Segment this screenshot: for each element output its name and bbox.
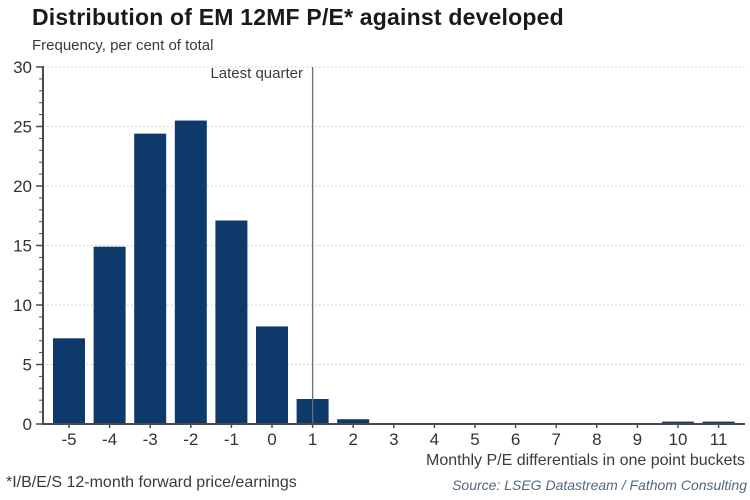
y-tick-label: 30 <box>13 58 32 77</box>
bar--5 <box>53 338 85 424</box>
x-tick-label: -1 <box>224 430 239 449</box>
x-tick-label: 1 <box>308 430 317 449</box>
x-tick-label: 2 <box>348 430 357 449</box>
x-tick-label: 6 <box>511 430 520 449</box>
x-tick-label: 3 <box>389 430 398 449</box>
y-tick-label: 0 <box>23 415 32 434</box>
x-tick-label: 4 <box>430 430 439 449</box>
bar--2 <box>174 120 207 425</box>
bar-11 <box>702 421 735 424</box>
x-tick-label: 5 <box>470 430 479 449</box>
y-tick-label: 10 <box>13 296 32 315</box>
bar--1 <box>215 220 248 424</box>
bar--4 <box>93 246 126 424</box>
y-tick-label: 5 <box>23 356 32 375</box>
latest-quarter-label: Latest quarter <box>210 65 303 82</box>
y-tick-label: 20 <box>13 177 32 196</box>
x-tick-label: 8 <box>592 430 601 449</box>
bar-10 <box>662 421 694 424</box>
x-tick-label: 7 <box>551 430 560 449</box>
y-tick-label: 15 <box>13 237 32 256</box>
chart-subtitle: Frequency, per cent of total <box>32 37 214 54</box>
bar-0 <box>256 326 288 424</box>
x-tick-label: -5 <box>61 430 76 449</box>
x-axis-title: Monthly P/E differentials in one point b… <box>426 452 745 469</box>
bar--3 <box>134 133 167 424</box>
x-tick-label: 11 <box>710 430 728 449</box>
x-tick-label: 0 <box>267 430 276 449</box>
source-credit: Source: LSEG Datastream / Fathom Consult… <box>452 477 747 493</box>
x-tick-label: -4 <box>102 430 117 449</box>
chart-title: Distribution of EM 12MF P/E* against dev… <box>32 4 564 30</box>
y-tick-label: 25 <box>13 118 32 137</box>
footnote: *I/B/E/S 12-month forward price/earnings <box>6 474 297 491</box>
x-tick-label: -3 <box>143 430 158 449</box>
bar-2 <box>337 419 370 424</box>
x-tick-label: 10 <box>669 430 688 449</box>
x-tick-label: 9 <box>633 430 642 449</box>
x-tick-label: -2 <box>183 430 198 449</box>
